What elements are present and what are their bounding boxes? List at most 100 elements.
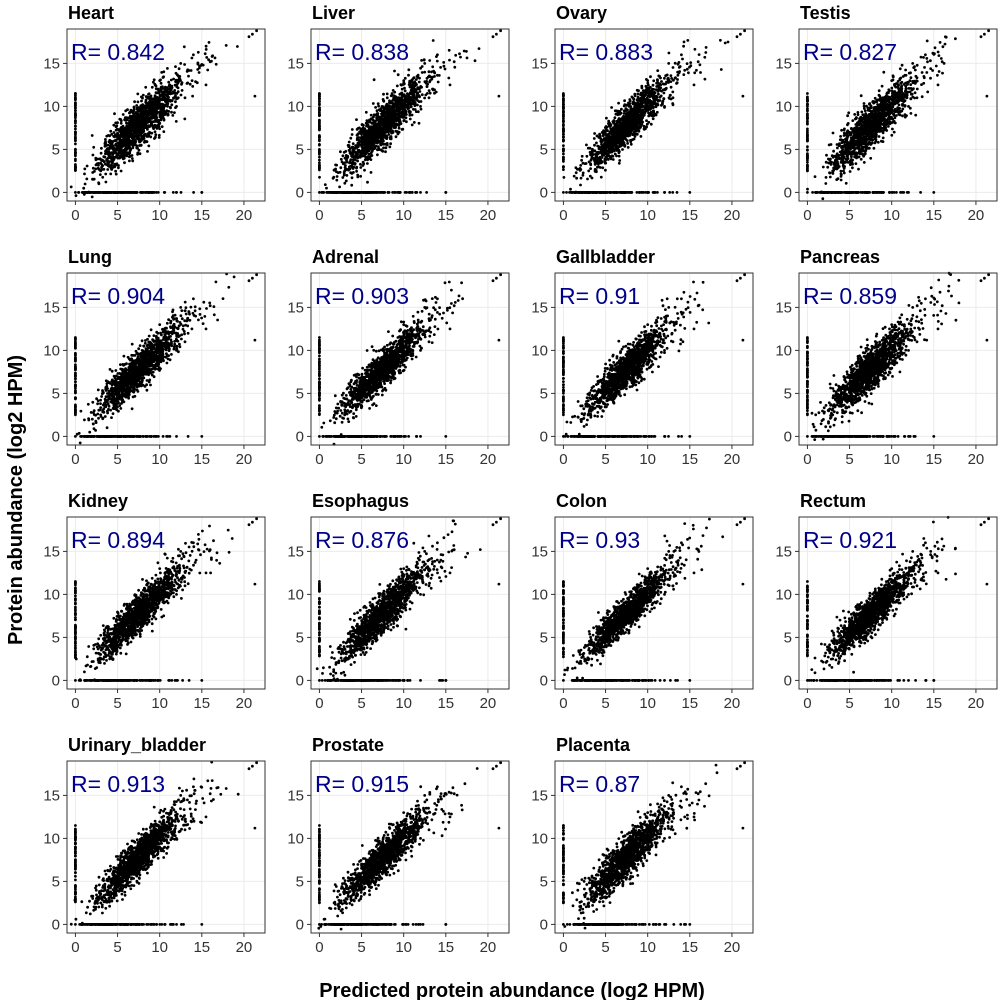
scatter-point [374,139,378,142]
scatter-point [120,139,124,143]
scatter-point [133,100,137,104]
scatter-point [368,191,372,194]
scatter-point [562,133,565,137]
scatter-point [192,53,195,57]
scatter-point [366,180,369,184]
scatter-point [172,97,176,100]
scatter-point [196,50,200,54]
scatter-point [689,64,693,68]
scatter-point [391,109,395,113]
scatter-point [171,90,175,94]
scatter-point [442,64,446,68]
scatter-point [391,114,395,118]
y-tick-label: 15 [43,55,60,72]
scatter-point [167,80,171,84]
scatter-point [97,162,100,165]
scatter-point [656,84,660,88]
scatter-point [647,87,651,90]
scatter-point [408,79,412,83]
scatter-point [158,110,162,114]
scatter-point [606,129,609,133]
scatter-point [704,51,708,54]
scatter-point [368,143,372,147]
scatter-point [150,117,154,120]
scatter-point [607,119,611,123]
scatter-point [162,191,166,194]
scatter-point [568,191,571,194]
scatter-point [594,168,598,172]
scatter-point [143,191,147,194]
panel-title: Liver [312,3,355,23]
scatter-point [145,96,149,99]
scatter-point [443,67,447,71]
scatter-point [497,94,501,98]
scatter-point [678,65,682,68]
scatter-point [367,152,371,156]
scatter-point [134,140,138,144]
scatter-point [116,121,119,125]
scatter-point [405,120,408,124]
scatter-point [140,130,144,134]
scatter-point [426,75,430,79]
scatter-point [623,144,627,148]
scatter-point [619,121,622,125]
scatter-point [190,79,194,82]
scatter-point [577,191,581,194]
scatter-point [131,146,135,150]
panel-title: Ovary [556,3,607,23]
scatter-point [635,191,639,194]
scatter-point [617,101,620,105]
scatter-point [83,172,86,176]
scatter-point [195,81,199,85]
scatter-point [166,67,169,70]
scatter-point [112,123,116,127]
scatter-point [344,179,348,183]
scatter-point [153,107,157,110]
scatter-point [103,155,107,159]
scatter-point [675,191,679,194]
scatter-point [617,191,621,194]
scatter-point [609,124,612,128]
scatter-point [661,102,664,106]
scatter-point [115,147,119,151]
scatter-point [381,130,385,134]
scatter-point [369,125,373,129]
scatter-point [579,164,583,167]
scatter-point [253,94,257,98]
scatter-point [407,68,411,72]
scatter-point [98,173,102,177]
scatter-point [640,104,644,108]
scatter-point [150,85,154,89]
scatter-point [409,105,413,109]
scatter-point [562,168,565,172]
scatter-point [687,71,690,75]
scatter-point [562,165,565,169]
scatter-point [140,99,143,103]
scatter-point [213,56,217,60]
scatter-point [91,166,95,170]
scatter-point [615,149,619,152]
scatter-point [158,79,162,82]
scatter-point [104,138,107,141]
scatter-point [344,150,348,153]
scatter-point [168,83,172,87]
scatter-point [325,186,328,190]
scatter-point [403,107,406,111]
scatter-point [335,170,338,174]
scatter-point [153,130,157,134]
scatter-point [436,80,440,84]
scatter-point [361,126,365,130]
scatter-point [159,90,163,93]
scatter-point [630,95,634,99]
scatter-point [621,148,624,151]
scatter-point [491,35,495,39]
scatter-point [343,191,347,194]
scatter-point [652,109,655,113]
scatter-point [398,92,402,96]
scatter-point [112,157,115,161]
scatter-point [606,138,610,142]
scatter-point [403,89,407,93]
